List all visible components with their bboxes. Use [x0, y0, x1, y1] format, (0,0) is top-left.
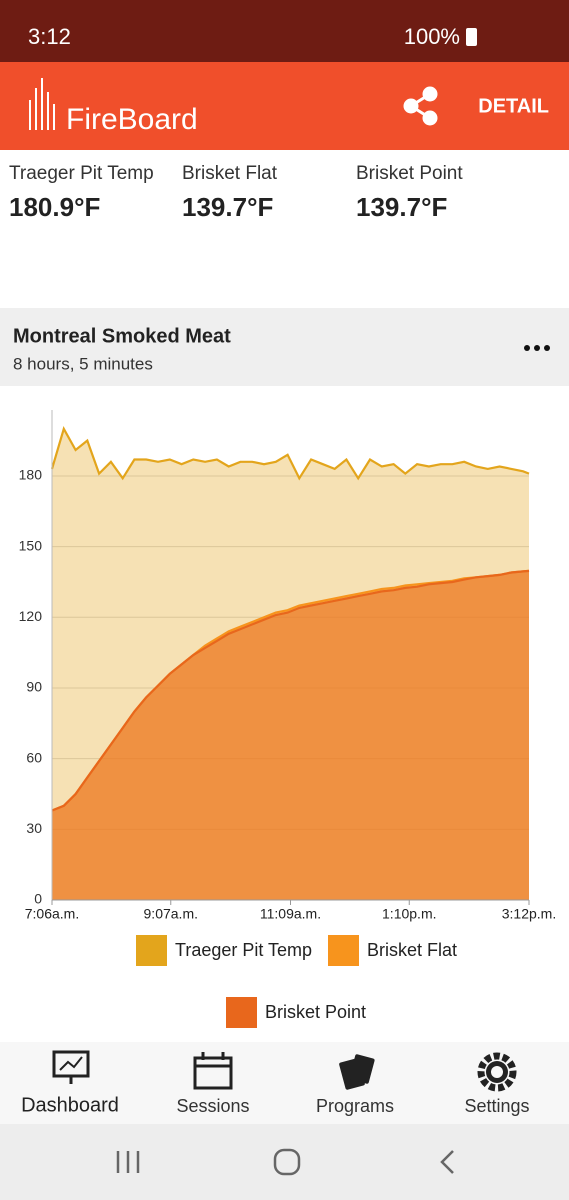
battery-icon — [466, 28, 477, 46]
logo-mark — [29, 78, 55, 130]
series-line — [51, 569, 530, 812]
status-battery: 100% — [404, 24, 460, 49]
system-buttons[interactable] — [116, 1148, 454, 1176]
nav-label[interactable]: Settings — [464, 1096, 529, 1116]
legend-label: Brisket Point — [265, 1002, 366, 1022]
x-tick-label: 1:10p.m. — [382, 906, 436, 922]
nav-label[interactable]: Sessions — [176, 1096, 249, 1116]
brand: FireBoard — [66, 103, 198, 136]
series-line — [50, 425, 530, 481]
y-tick-label: 180 — [19, 467, 43, 483]
series-area — [52, 570, 529, 900]
legend-swatch — [226, 997, 257, 1028]
system-nav — [0, 1124, 569, 1200]
probe-name: Brisket Flat — [182, 163, 278, 184]
legend-label: Traeger Pit Temp — [175, 940, 312, 960]
programs-icon[interactable] — [339, 1054, 375, 1090]
x-tick-label: 7:06a.m. — [25, 906, 79, 922]
y-tick-label: 30 — [26, 820, 42, 836]
nav-label[interactable]: Programs — [316, 1096, 394, 1116]
y-tick-label: 0 — [34, 891, 42, 907]
y-tick-label: 90 — [26, 679, 42, 695]
status-time: 3:12 — [28, 24, 71, 49]
probe-name: Brisket Point — [356, 163, 463, 184]
status-bar — [0, 0, 569, 62]
dashboard-icon[interactable] — [52, 1050, 90, 1084]
sessions-icon[interactable] — [193, 1052, 233, 1090]
bottom-nav — [0, 1042, 569, 1124]
probe-temp: 139.7°F — [356, 192, 447, 222]
nav-label[interactable]: Dashboard — [21, 1094, 119, 1116]
share-icon[interactable] — [403, 86, 438, 126]
legend-label: Brisket Flat — [367, 940, 457, 960]
y-tick-label: 150 — [19, 537, 43, 553]
app-bar — [0, 62, 569, 150]
session-duration: 8 hours, 5 minutes — [13, 354, 153, 373]
probe-temp: 139.7°F — [182, 192, 273, 222]
legend-swatch — [328, 935, 359, 966]
session-header — [0, 308, 569, 386]
detail-button[interactable]: DETAIL — [478, 95, 549, 117]
settings-icon[interactable] — [477, 1052, 517, 1092]
x-tick-label: 9:07a.m. — [144, 906, 198, 922]
y-tick-label: 60 — [26, 749, 42, 765]
probe-name: Traeger Pit Temp — [9, 163, 154, 184]
x-tick-label: 3:12p.m. — [502, 906, 556, 922]
probe-panel — [0, 150, 569, 308]
more-menu[interactable] — [524, 345, 550, 351]
probe-temp: 180.9°F — [9, 192, 100, 222]
legend-swatch — [136, 935, 167, 966]
y-tick-label: 120 — [19, 608, 43, 624]
x-tick-label: 11:09a.m. — [260, 906, 321, 922]
session-title: Montreal Smoked Meat — [13, 325, 231, 347]
chart: 0 30 60 90 120 150 180 7:06a.m. 9:07a.m. 11:09a.m… — [19, 410, 556, 1028]
